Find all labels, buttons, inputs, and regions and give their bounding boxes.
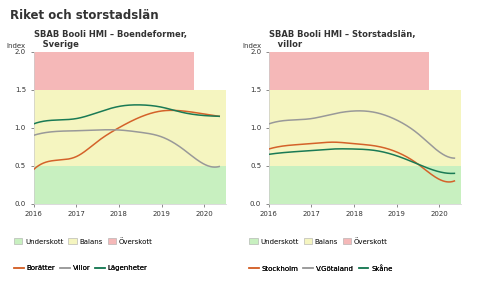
Text: Riket och storstadslän: Riket och storstadslän: [10, 9, 158, 22]
Text: SBAB Booli HMI – Boendeformer,
   Sverige: SBAB Booli HMI – Boendeformer, Sverige: [34, 30, 187, 49]
Legend: Borätter, Villor, Lägenheter: Borätter, Villor, Lägenheter: [14, 265, 148, 271]
Text: SBAB Booli HMI – Storstadslän,
   villor: SBAB Booli HMI – Storstadslän, villor: [269, 30, 415, 49]
Bar: [34, 52, 193, 90]
Bar: [269, 90, 461, 166]
Bar: [34, 52, 226, 90]
Bar: [34, 166, 226, 204]
Text: Index: Index: [242, 42, 261, 49]
Bar: [34, 90, 226, 166]
Bar: [269, 166, 461, 204]
Text: Index: Index: [7, 42, 26, 49]
Legend: Stockholm, V.Götaland, Skåne: Stockholm, V.Götaland, Skåne: [249, 265, 393, 272]
Bar: [269, 52, 429, 90]
Bar: [269, 52, 461, 90]
